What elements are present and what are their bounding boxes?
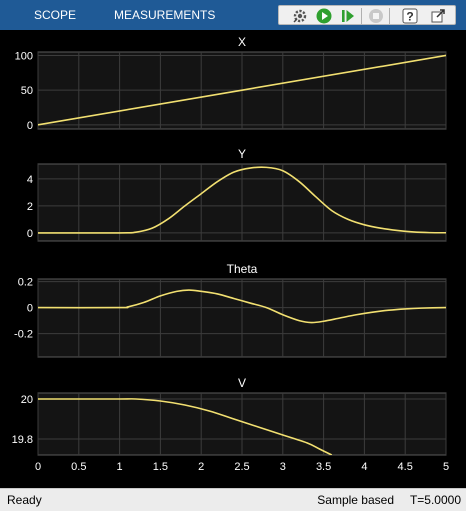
x-tick-label: 2.5 — [234, 461, 249, 473]
x-tick-label: 2 — [198, 461, 204, 473]
x-tick-label: 0.5 — [71, 461, 86, 473]
y-tick-label: 2 — [27, 201, 33, 213]
scope-panel-theta: Theta -0.2 0 0.2 — [14, 262, 447, 358]
settings-gear-icon[interactable] — [291, 7, 309, 25]
signal-trace-y — [38, 166, 446, 234]
undock-icon[interactable] — [429, 7, 447, 25]
panel-title: Theta — [227, 262, 258, 276]
x-tick-label: 3.5 — [316, 461, 331, 473]
status-bar: Ready Sample based T=5.0000 — [0, 488, 466, 511]
x-tick-label: 3 — [280, 461, 286, 473]
tab-measurements[interactable]: MEASUREMENTS — [114, 8, 216, 22]
y-tick-label: -0.2 — [14, 329, 33, 341]
y-tick-label: 0 — [27, 228, 33, 240]
panel-title: Y — [238, 147, 246, 161]
y-tick-label: 100 — [15, 50, 33, 62]
y-tick-label: 50 — [21, 85, 33, 97]
help-icon[interactable]: ? — [401, 7, 419, 25]
scope-plots: X 0 50 100 Y 0 2 4 Theta -0.2 0 0.2 V 19.8 20 0 0.5 1 1.5 2… — [12, 35, 449, 473]
signal-trace-x — [38, 54, 446, 126]
x-tick-label: 1.5 — [153, 461, 168, 473]
scope-panel-v: V 19.8 20 0 0.5 1 1.5 2 2.5 3 3.5 4 4.5 5 — [12, 376, 449, 473]
stop-icon[interactable] — [367, 7, 385, 25]
scope-plot-area: X 0 50 100 Y 0 2 4 Theta -0.2 0 0.2 V 19.8 20 0 0.5 1 1.5 2… — [0, 30, 466, 488]
y-tick-label: 0 — [27, 120, 33, 132]
quick-access-toolbar: ? — [278, 5, 456, 25]
run-icon[interactable] — [315, 7, 333, 25]
status-time: T=5.0000 — [409, 493, 461, 507]
x-tick-label: 4 — [361, 461, 367, 473]
y-tick-label: 20 — [21, 394, 33, 406]
toolstrip: SCOPE MEASUREMENTS ? — [0, 0, 466, 30]
scope-panel-y: Y 0 2 4 — [27, 147, 447, 242]
y-tick-label: 4 — [27, 174, 33, 186]
scope-panel-x: X 0 50 100 — [15, 35, 447, 132]
tab-scope[interactable]: SCOPE — [34, 8, 77, 22]
y-tick-label: 19.8 — [12, 434, 33, 446]
y-tick-label: 0 — [27, 303, 33, 315]
status-state: Ready — [7, 493, 42, 507]
signal-trace-v — [38, 398, 333, 455]
x-tick-label: 5 — [443, 461, 449, 473]
x-tick-label: 1 — [117, 461, 123, 473]
step-forward-icon[interactable] — [339, 7, 357, 25]
x-tick-label: 4.5 — [398, 461, 413, 473]
signal-trace-theta — [38, 289, 446, 324]
panel-title: V — [238, 376, 246, 390]
panel-title: X — [238, 35, 246, 49]
x-tick-label: 0 — [35, 461, 41, 473]
status-mode: Sample based — [317, 493, 394, 507]
y-tick-label: 0.2 — [18, 277, 33, 289]
svg-text:?: ? — [406, 10, 413, 24]
